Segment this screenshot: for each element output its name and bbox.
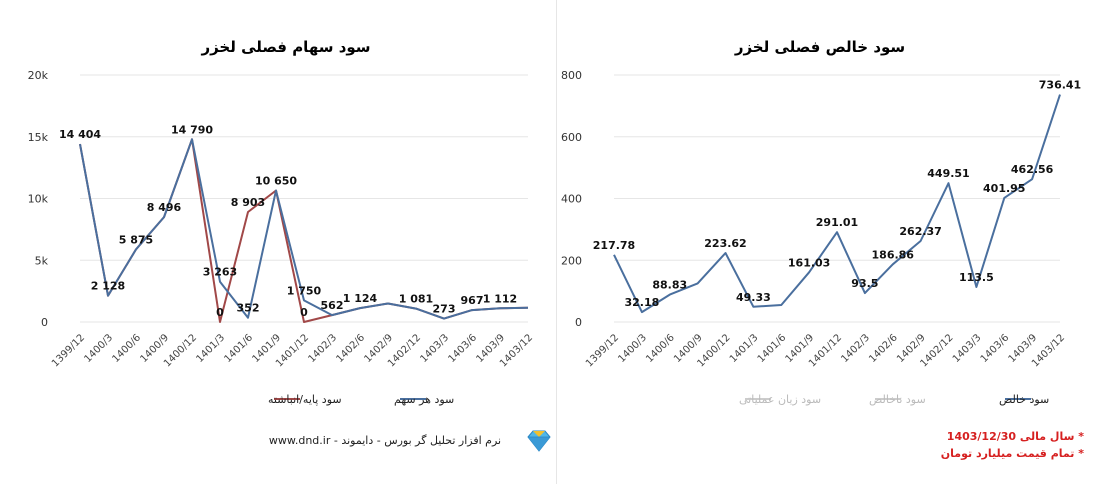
unit-note: * تمام قیمت میلیارد تومان bbox=[940, 447, 1084, 460]
y-tick-label: 800 bbox=[561, 69, 582, 82]
data-label: 449.51 bbox=[927, 167, 969, 180]
software-credit: نرم افزار تحلیل گر بورس - دایموند - www.… bbox=[268, 434, 502, 447]
y-tick-label: 10k bbox=[28, 193, 49, 206]
data-label: 223.62 bbox=[704, 237, 746, 250]
x-tick-label: 1403/6 bbox=[979, 332, 1012, 365]
x-tick-label: 1403/3 bbox=[418, 332, 451, 365]
data-label: 8 903 bbox=[231, 196, 265, 209]
legend-label: سود هر سهم bbox=[394, 393, 454, 406]
y-tick-label: 15k bbox=[28, 131, 49, 144]
data-label: 462.56 bbox=[1011, 163, 1054, 176]
data-label: 93.5 bbox=[851, 277, 878, 290]
series-line bbox=[79, 138, 529, 320]
chart-title: سود سهام فصلی لخزر bbox=[200, 38, 370, 56]
x-tick-label: 1400/3 bbox=[82, 332, 115, 365]
y-tick-label: 600 bbox=[561, 131, 582, 144]
data-label: 736.41 bbox=[1039, 79, 1081, 92]
data-label: 113.5 bbox=[959, 271, 994, 284]
data-label: 49.33 bbox=[736, 291, 771, 304]
x-tick-label: 1400/3 bbox=[616, 332, 649, 365]
x-tick-label: 1399/12 bbox=[584, 332, 621, 369]
x-tick-label: 1403/3 bbox=[951, 332, 984, 365]
fiscal-year-note: * سال مالی 1403/12/30 bbox=[946, 430, 1084, 443]
chart-title: سود خالص فصلی لخزر bbox=[734, 38, 905, 56]
data-label: 0 bbox=[216, 306, 224, 319]
data-label: 291.01 bbox=[816, 216, 858, 229]
x-tick-label: 1402/3 bbox=[306, 332, 339, 365]
x-tick-label: 1400/6 bbox=[644, 332, 677, 365]
data-label: 1 112 bbox=[483, 292, 517, 305]
data-label: 5 875 bbox=[119, 233, 153, 246]
data-label: 217.78 bbox=[593, 239, 635, 252]
x-tick-label: 1399/12 bbox=[50, 332, 87, 369]
x-tick-label: 1401/6 bbox=[222, 332, 255, 365]
legend-label: سود خالص bbox=[999, 393, 1049, 406]
notes: * سال مالی 1403/12/30 * تمام قیمت میلیار… bbox=[880, 428, 1084, 462]
data-label: 0 bbox=[300, 306, 308, 319]
x-tick-label: 1401/3 bbox=[194, 332, 227, 365]
x-tick-label: 1402/3 bbox=[839, 332, 872, 365]
data-label: 8 496 bbox=[147, 201, 182, 214]
data-label: 14 790 bbox=[171, 123, 213, 136]
data-label: 161.03 bbox=[788, 256, 830, 269]
legend-label: سود زیان عملیاتی bbox=[739, 393, 821, 406]
data-label: 32.18 bbox=[624, 296, 659, 309]
x-tick-label: 1401/6 bbox=[756, 332, 789, 365]
data-label: 10 650 bbox=[255, 174, 297, 187]
data-label: 1 750 bbox=[287, 284, 322, 297]
diamond-icon bbox=[527, 430, 551, 452]
net-profit-chart: سود خالص فصلی لخزر02004006008001399/1214… bbox=[561, 38, 1081, 406]
legend-label: سود پایه/انباشته bbox=[268, 393, 342, 406]
eps-chart: سود سهام فصلی لخزر05k10k15k20k1399/12140… bbox=[28, 38, 535, 406]
x-tick-label: 1402/6 bbox=[334, 332, 367, 365]
x-tick-label: 1403/6 bbox=[446, 332, 479, 365]
data-label: 1 124 bbox=[343, 292, 378, 305]
data-label: 1 081 bbox=[399, 293, 433, 306]
legend-label: سود ناخالص bbox=[869, 393, 926, 406]
series-line bbox=[613, 94, 1061, 314]
data-label: 3 263 bbox=[203, 266, 237, 279]
y-tick-label: 5k bbox=[35, 254, 49, 267]
y-tick-label: 400 bbox=[561, 193, 582, 206]
data-label: 88.83 bbox=[652, 279, 687, 292]
y-tick-label: 20k bbox=[28, 69, 49, 82]
data-label: 2 128 bbox=[91, 280, 125, 293]
y-tick-label: 200 bbox=[561, 254, 582, 267]
data-label: 352 bbox=[237, 302, 260, 315]
x-tick-label: 1402/6 bbox=[867, 332, 900, 365]
y-tick-label: 0 bbox=[575, 316, 582, 329]
data-label: 273 bbox=[433, 303, 456, 316]
data-label: 14 404 bbox=[59, 128, 101, 141]
chart-divider bbox=[556, 0, 557, 484]
data-label: 262.37 bbox=[899, 225, 941, 238]
y-tick-label: 0 bbox=[41, 316, 48, 329]
data-label: 186.86 bbox=[872, 248, 915, 261]
data-label: 967 bbox=[461, 294, 484, 307]
data-label: 562 bbox=[321, 299, 344, 312]
x-tick-label: 1400/6 bbox=[110, 332, 143, 365]
x-tick-label: 1401/3 bbox=[728, 332, 761, 365]
data-label: 401.95 bbox=[983, 182, 1025, 195]
